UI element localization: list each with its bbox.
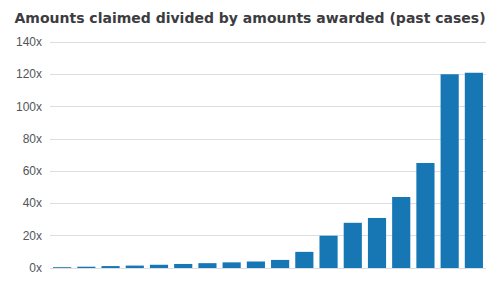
svg-text:120x: 120x	[16, 67, 42, 81]
svg-text:80x: 80x	[23, 132, 42, 146]
svg-text:20x: 20x	[23, 229, 42, 243]
svg-text:40x: 40x	[23, 196, 42, 210]
svg-text:Amounts claimed divided by amo: Amounts claimed divided by amounts award…	[14, 10, 485, 26]
svg-text:60x: 60x	[23, 164, 42, 178]
svg-text:100x: 100x	[16, 100, 42, 114]
svg-text:0x: 0x	[29, 261, 42, 275]
svg-text:140x: 140x	[16, 35, 42, 49]
